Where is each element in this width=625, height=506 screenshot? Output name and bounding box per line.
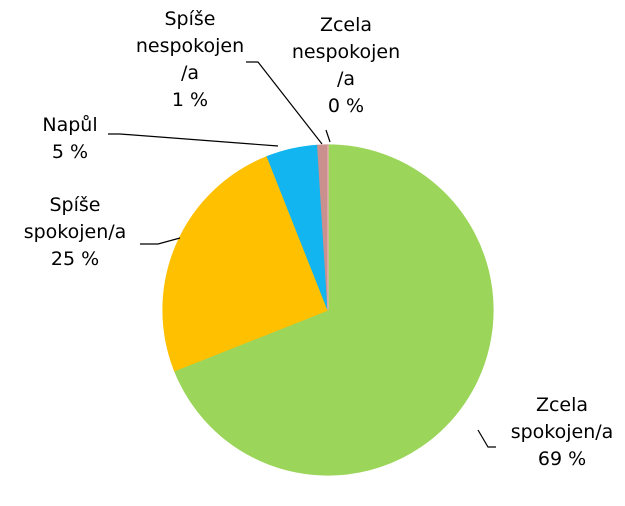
value-label: 25 % — [50, 248, 100, 270]
slices — [162, 144, 494, 476]
value-label: 5 % — [51, 141, 89, 163]
value-label: 69 % — [537, 448, 587, 470]
leader-line — [140, 237, 181, 245]
category-label: Napůl — [42, 114, 98, 136]
category-label: Zcela spokojen/a — [510, 394, 614, 443]
pie-slice — [173, 144, 494, 476]
value-label: 0 % — [327, 95, 365, 117]
slice-label: Spíše nespokojen/a 1 % — [134, 6, 246, 114]
slice-label: Zcela nespokojen/a 0 % — [290, 12, 402, 120]
slice-label: Zcela spokojen/a 69 % — [506, 392, 618, 473]
leader-line — [325, 129, 331, 143]
leader-line — [108, 133, 279, 147]
leader-line — [246, 61, 323, 145]
pie-slice — [162, 155, 329, 372]
category-label: Spíše spokojen/a — [23, 194, 127, 243]
value-label: 1 % — [171, 89, 209, 111]
slice-label: Spíše spokojen/a 25 % — [19, 192, 131, 273]
category-label: Zcela nespokojen/a — [291, 14, 401, 90]
category-label: Spíše nespokojen/a — [135, 8, 245, 84]
slice-label: Napůl 5 % — [14, 112, 126, 166]
leader-line — [477, 429, 496, 448]
